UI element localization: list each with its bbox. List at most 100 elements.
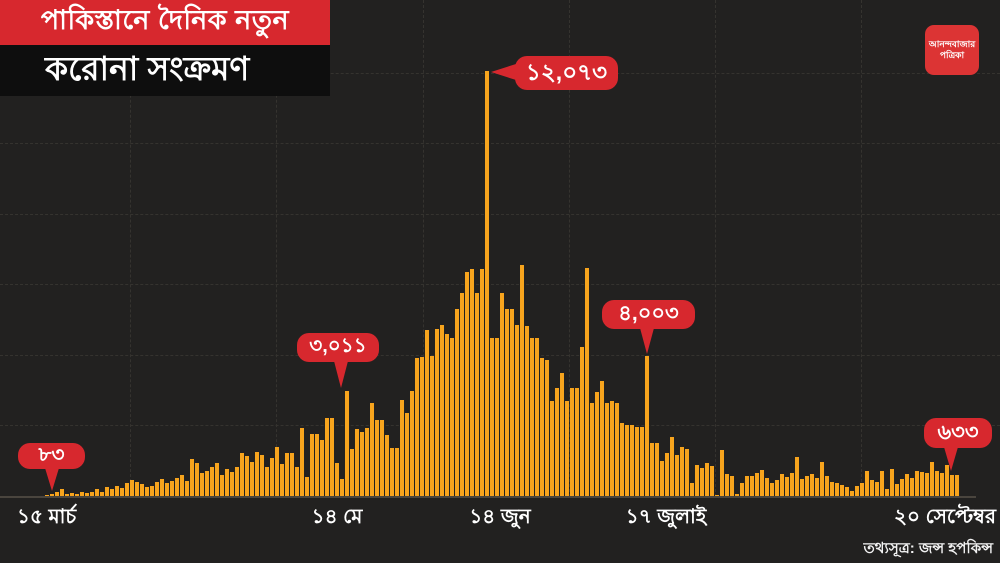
gridline-horizontal — [0, 284, 1000, 285]
bar — [625, 425, 629, 497]
bar — [320, 440, 324, 497]
bar — [185, 480, 189, 497]
bar — [950, 475, 954, 497]
bar — [615, 402, 619, 497]
bar — [940, 473, 944, 497]
gridline-horizontal — [0, 214, 1000, 215]
bar — [885, 488, 889, 497]
bar — [135, 481, 139, 497]
x-tick-14-june: ১৪ জুন — [469, 506, 531, 528]
x-tick-20-september: ২০ সেপ্টেম্বর — [894, 506, 996, 528]
bar — [65, 494, 69, 497]
callout-12073: ১২,০৭৩ — [515, 56, 618, 90]
bar — [190, 459, 194, 497]
callout-4003: ৪,০০৩ — [602, 300, 695, 329]
chart-title-line1: পাকিস্তানে দৈনিক নতুন — [0, 0, 330, 45]
bar — [235, 467, 239, 497]
x-tick-17-july: ১৭ জুলাই — [625, 506, 707, 528]
bar — [250, 461, 254, 497]
bar — [275, 447, 279, 497]
bar — [125, 483, 129, 497]
bar — [560, 373, 564, 497]
bar — [325, 418, 329, 497]
bar — [350, 449, 354, 497]
bar — [775, 480, 779, 497]
bar — [155, 481, 159, 497]
bar — [600, 380, 604, 497]
bar — [790, 472, 794, 497]
x-axis-line — [0, 496, 976, 498]
bar — [520, 265, 524, 497]
bar — [635, 426, 639, 497]
bar — [300, 427, 304, 497]
bar — [220, 474, 224, 497]
bar — [645, 355, 649, 497]
bar — [120, 488, 124, 497]
bar — [665, 453, 669, 497]
bar — [870, 480, 874, 497]
bar — [175, 478, 179, 497]
bar — [735, 493, 739, 497]
publisher-logo-line2: পত্রিকা — [939, 50, 965, 60]
bar — [215, 463, 219, 497]
bar — [730, 476, 734, 497]
callout-633-pointer — [944, 447, 958, 471]
bar — [715, 494, 719, 497]
bar — [355, 429, 359, 497]
bar — [955, 474, 959, 497]
bar — [160, 479, 164, 497]
bar — [925, 473, 929, 497]
bar — [475, 292, 479, 497]
bar — [385, 434, 389, 497]
bar — [605, 402, 609, 497]
bar — [140, 483, 144, 497]
bar — [700, 467, 704, 497]
bar — [60, 489, 64, 497]
chart-title-line2: করোনা সংক্রমণ — [0, 45, 330, 96]
callout-4003-pointer — [640, 328, 654, 354]
callout-3011-pointer — [334, 361, 348, 388]
publisher-logo-line1: আনন্দবাজার — [928, 38, 976, 49]
callout-12073-pointer — [491, 64, 516, 80]
bar — [510, 309, 514, 497]
gridline-vertical — [569, 0, 570, 497]
gridline-vertical — [130, 0, 131, 497]
bar — [490, 338, 494, 497]
bar — [285, 452, 289, 497]
bar — [205, 470, 209, 497]
bar — [575, 388, 579, 497]
bar — [425, 330, 429, 497]
bar — [265, 466, 269, 497]
bar — [800, 479, 804, 497]
bar — [170, 480, 174, 497]
bar — [470, 269, 474, 497]
callout-83: ৮৩ — [18, 443, 85, 469]
bar — [650, 442, 654, 497]
bar — [750, 475, 754, 497]
bar — [895, 483, 899, 497]
bar — [370, 402, 374, 497]
bar — [535, 337, 539, 497]
bar — [865, 471, 869, 497]
bar — [565, 401, 569, 497]
bar — [445, 334, 449, 497]
bar — [780, 474, 784, 497]
bar — [85, 492, 89, 497]
bar — [410, 391, 414, 497]
bar — [910, 477, 914, 497]
bar — [825, 476, 829, 497]
bar — [795, 456, 799, 497]
bar — [440, 324, 444, 497]
bar — [905, 474, 909, 497]
bar — [150, 485, 154, 497]
bar — [210, 467, 214, 497]
bar — [505, 309, 509, 497]
bar — [660, 461, 664, 497]
bar — [90, 491, 94, 497]
bar — [580, 347, 584, 497]
bar — [450, 337, 454, 497]
callout-633: ৬৩৩ — [924, 418, 992, 448]
bar — [70, 492, 74, 497]
bar — [180, 474, 184, 497]
bar — [95, 489, 99, 497]
